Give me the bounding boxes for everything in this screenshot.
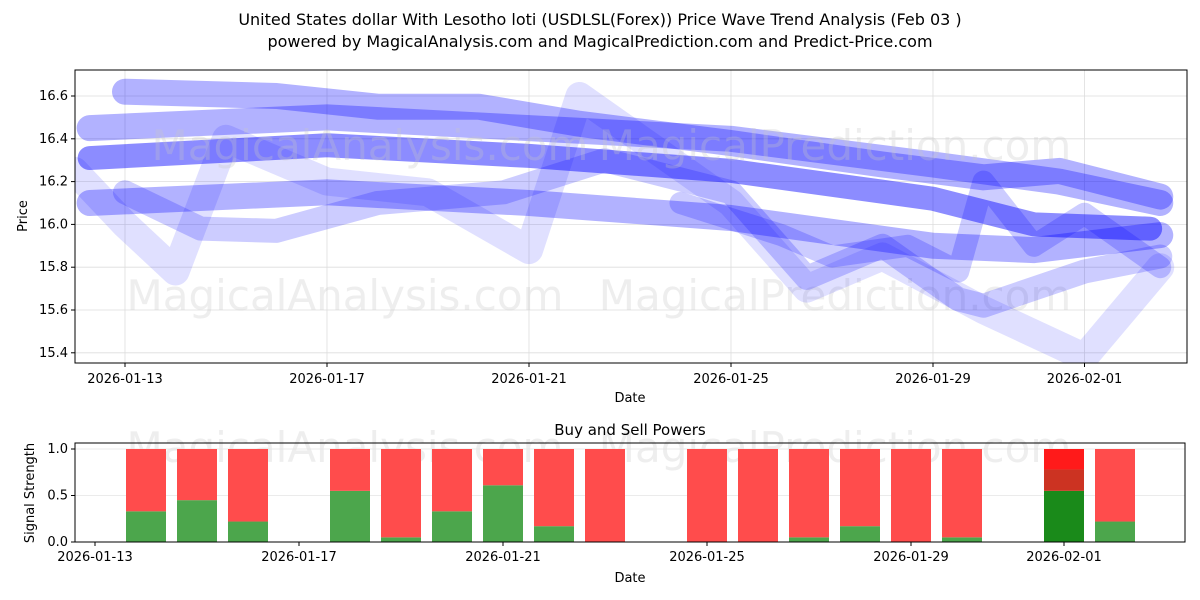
sell-bar <box>534 449 574 527</box>
x-tick-label: 2026-02-01 <box>1047 372 1123 387</box>
buy-bar <box>432 511 472 542</box>
chart-title: United States dollar With Lesotho loti (… <box>238 10 961 29</box>
wave-central <box>77 133 1163 241</box>
buy-bar <box>483 485 523 542</box>
wave-upper <box>76 104 1174 216</box>
x-tick-label: 2026-01-13 <box>87 372 163 387</box>
price-wave-plot: 15.4 15.6 15.8 16.0 16.2 16.4 16.6 2026-01-13 20… <box>39 69 1188 387</box>
buy-sell-title: Buy and Sell Powers <box>554 421 706 439</box>
sell-bar <box>228 449 268 522</box>
buy-bar <box>1095 521 1135 542</box>
buy-bar <box>840 526 880 542</box>
sell-bar <box>789 449 829 538</box>
buy-sell-plot: MagicalAnalysis.com MagicalPrediction.com… <box>47 423 1186 565</box>
sell-bar <box>891 449 931 542</box>
wave-zigzag-2 <box>113 148 1173 318</box>
sell-bar <box>330 449 370 491</box>
buy-bar <box>381 537 421 542</box>
chart-subtitle: powered by MagicalAnalysis.com and Magic… <box>267 32 932 51</box>
x-tick-label: 2026-01-21 <box>491 372 567 387</box>
x-tick-label: 2026-01-21 <box>465 550 541 565</box>
sell-bar <box>177 449 217 501</box>
sell-bar <box>1044 449 1084 470</box>
watermark: MagicalPrediction.com <box>599 271 1072 320</box>
y-tick-label: 16.4 <box>39 132 68 147</box>
buy-bar <box>942 537 982 542</box>
wave-top <box>112 78 1174 210</box>
sell-bar <box>483 449 523 486</box>
sell-bar <box>1044 469 1084 491</box>
sell-bar <box>942 449 982 538</box>
y-tick-label: 15.6 <box>39 303 68 318</box>
sell-bar <box>432 449 472 512</box>
y-tick-label: 1.0 <box>47 442 68 457</box>
watermark: MagicalPrediction.com <box>599 121 1072 170</box>
sell-bar <box>687 449 727 542</box>
x-tick-label: 2026-01-13 <box>57 550 133 565</box>
sell-bar <box>1095 449 1135 522</box>
sell-bar <box>738 449 778 542</box>
sell-bar <box>381 449 421 538</box>
wave-lower <box>76 179 1174 264</box>
sell-bar <box>585 449 625 542</box>
buy-bar <box>1044 490 1084 542</box>
sell-bar <box>126 449 166 512</box>
buy-bar <box>228 521 268 542</box>
buy-bar <box>330 490 370 542</box>
plot-frame <box>74 69 1188 364</box>
wave-lines <box>75 78 1175 363</box>
y-tick-label: 16.0 <box>39 217 68 232</box>
wave-zigzag-3 <box>669 170 1172 283</box>
y-axis-label-bottom: Signal Strength <box>23 443 38 543</box>
x-tick-label: 2026-01-25 <box>693 372 769 387</box>
y-tick-label: 0.5 <box>47 489 68 504</box>
x-tick-label: 2026-01-29 <box>873 550 949 565</box>
watermark: MagicalAnalysis.com <box>127 271 564 320</box>
plot-frame <box>74 442 1186 543</box>
y-tick-label: 16.6 <box>39 89 68 104</box>
y-tick-label: 15.4 <box>39 346 68 361</box>
x-tick-label: 2026-01-17 <box>289 372 365 387</box>
buy-bar <box>789 537 829 542</box>
y-tick-label: 16.2 <box>39 175 68 190</box>
watermark: MagicalAnalysis.com <box>152 121 589 170</box>
buy-bar <box>534 526 574 542</box>
x-tick-label: 2026-02-01 <box>1026 550 1102 565</box>
wave-zigzag-1 <box>75 82 1175 363</box>
y-tick-label: 0.0 <box>47 535 68 550</box>
x-tick-label: 2026-01-25 <box>669 550 745 565</box>
y-tick-label: 15.8 <box>39 260 68 275</box>
x-tick-label: 2026-01-29 <box>895 372 971 387</box>
y-axis-label: Price <box>16 200 31 232</box>
x-tick-label: 2026-01-17 <box>261 550 337 565</box>
watermark: MagicalPrediction.com <box>599 423 1072 472</box>
buy-bar <box>177 500 217 542</box>
x-axis-label-bottom: Date <box>614 571 645 586</box>
buy-bar <box>126 511 166 542</box>
x-axis-label: Date <box>614 391 645 406</box>
sell-bar <box>840 449 880 527</box>
